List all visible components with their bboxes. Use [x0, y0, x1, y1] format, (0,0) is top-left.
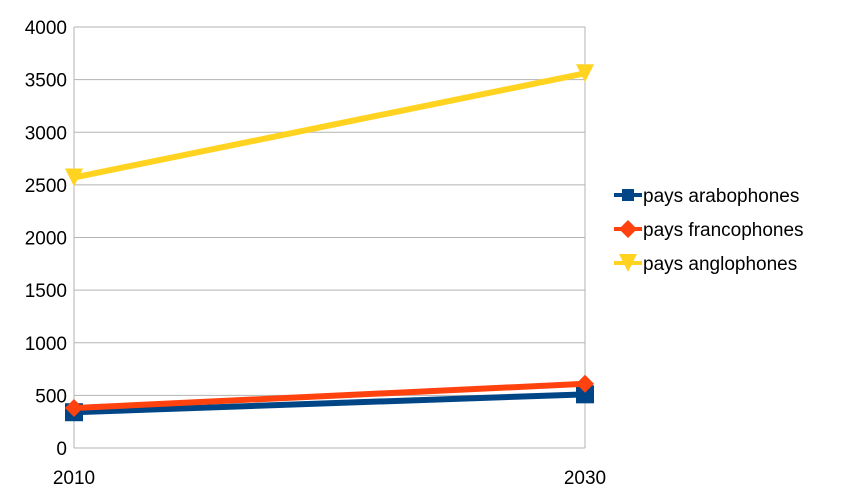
legend-label-pays-francophones: pays francophones: [643, 220, 804, 241]
gridlines: [74, 26, 585, 396]
legend-label-pays-anglophones: pays anglophones: [643, 254, 797, 275]
series-line-pays-anglophones: [73, 70, 586, 181]
y-tick-label-2500: 2500: [25, 176, 67, 197]
y-tick-label-4000: 4000: [25, 18, 67, 39]
data-point-pays-francophones-2010: [65, 399, 83, 418]
data-point-pays-francophones-2030: [576, 374, 594, 393]
data-point-pays-anglophones-2030: [576, 64, 594, 83]
y-tick-label-0: 0: [56, 439, 67, 460]
series-line-pays-francophones: [73, 380, 586, 412]
y-tick-label-2000: 2000: [25, 229, 67, 250]
y-tick-label-3500: 3500: [25, 71, 67, 92]
y-tick-label-1500: 1500: [25, 281, 67, 302]
legend-marker-pays-anglophones: [619, 254, 637, 272]
legend: pays arabophones pays francophones pays an…: [614, 186, 804, 275]
y-tick-label-3000: 3000: [25, 123, 67, 144]
x-tick-label-2030: 2030: [564, 468, 606, 489]
legend-marker-pays-arabophones: [622, 189, 634, 201]
data-point-pays-anglophones-2010: [65, 168, 83, 187]
y-tick-label-1000: 1000: [25, 334, 67, 355]
x-tick-label-2010: 2010: [53, 468, 95, 489]
legend-label-pays-arabophones: pays arabophones: [643, 186, 799, 207]
series-line-pays-arabophones: [73, 391, 586, 416]
y-tick-label-500: 500: [35, 386, 67, 407]
legend-marker-pays-francophones: [619, 220, 637, 238]
y-axis-tick-labels: 0 500 1000 1500 2000 2500 3000 3500 4000: [25, 18, 67, 460]
data-point-pays-arabophones-2030: [576, 385, 594, 404]
series-lines: [65, 64, 594, 422]
x-axis-tick-labels: 2010 2030: [53, 468, 606, 489]
